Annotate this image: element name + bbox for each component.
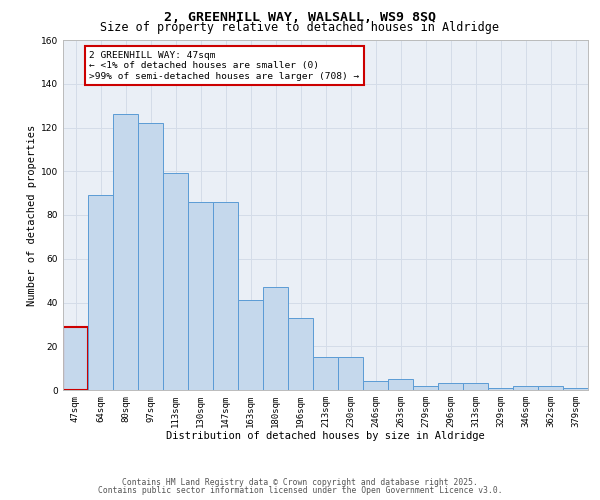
Text: 2, GREENHILL WAY, WALSALL, WS9 8SQ: 2, GREENHILL WAY, WALSALL, WS9 8SQ	[164, 11, 436, 24]
Bar	[288, 318, 313, 390]
Text: Contains public sector information licensed under the Open Government Licence v3: Contains public sector information licen…	[98, 486, 502, 495]
Bar	[338, 357, 363, 390]
Bar	[88, 196, 113, 390]
Bar	[488, 388, 513, 390]
Bar	[563, 388, 588, 390]
Text: Contains HM Land Registry data © Crown copyright and database right 2025.: Contains HM Land Registry data © Crown c…	[122, 478, 478, 487]
Bar	[238, 300, 263, 390]
Bar	[513, 386, 538, 390]
X-axis label: Distribution of detached houses by size in Aldridge: Distribution of detached houses by size …	[166, 432, 485, 442]
Bar	[463, 384, 488, 390]
Bar	[263, 287, 288, 390]
Bar	[438, 384, 463, 390]
Bar	[63, 326, 88, 390]
Bar	[413, 386, 438, 390]
Y-axis label: Number of detached properties: Number of detached properties	[27, 124, 37, 306]
Bar	[363, 381, 388, 390]
Text: Size of property relative to detached houses in Aldridge: Size of property relative to detached ho…	[101, 21, 499, 34]
Bar	[388, 379, 413, 390]
Bar	[313, 357, 338, 390]
Bar	[538, 386, 563, 390]
Text: 2 GREENHILL WAY: 47sqm
← <1% of detached houses are smaller (0)
>99% of semi-det: 2 GREENHILL WAY: 47sqm ← <1% of detached…	[89, 51, 359, 80]
Bar	[188, 202, 213, 390]
Bar	[163, 174, 188, 390]
Bar	[138, 123, 163, 390]
Bar	[213, 202, 238, 390]
Bar	[113, 114, 138, 390]
